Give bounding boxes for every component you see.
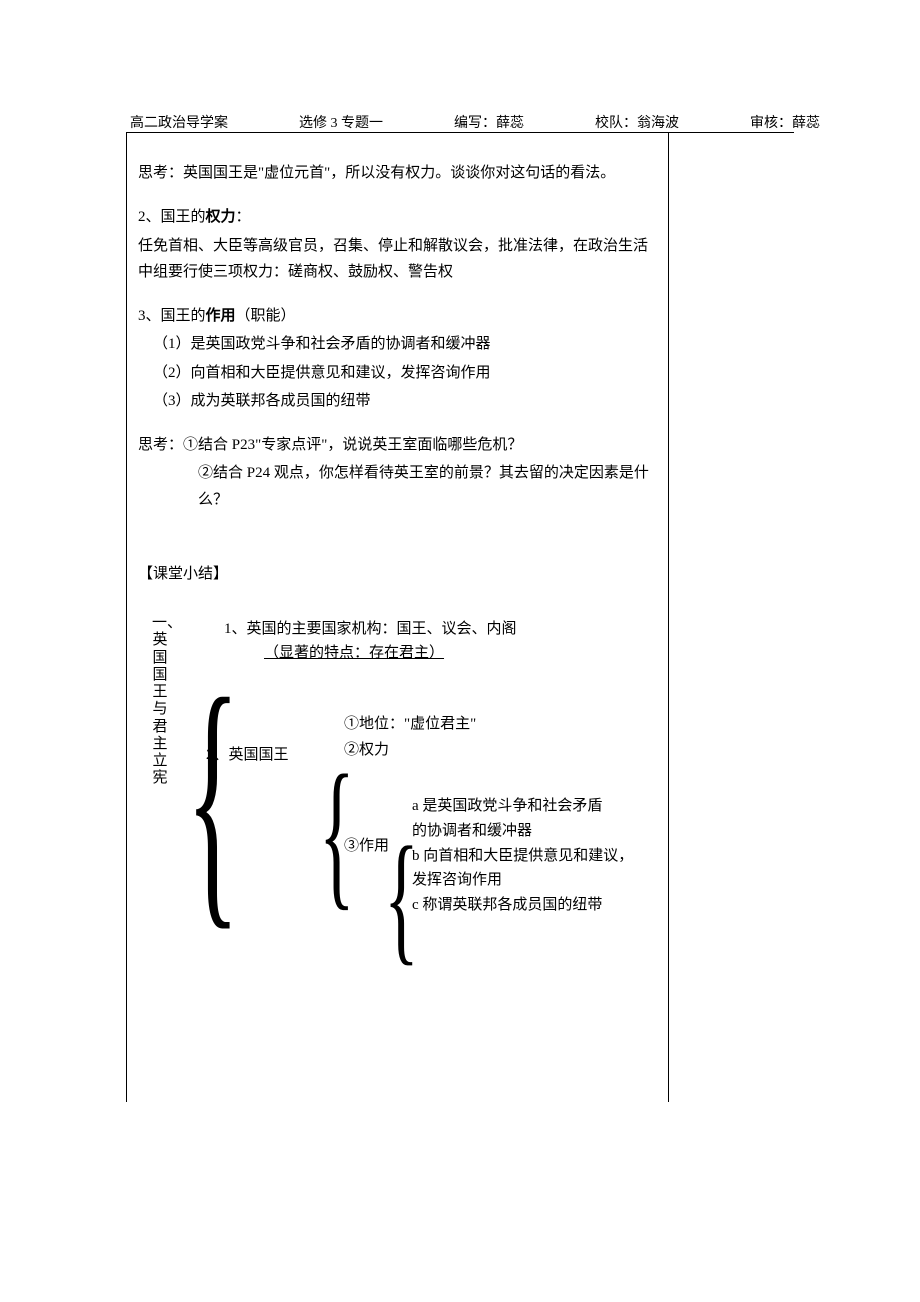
- diagram-abc-c: c 称谓英联邦各成员国的纽带: [412, 893, 633, 918]
- diagram-item1-line2: （显著的特点：存在君主）: [224, 641, 517, 665]
- module-name: 选修 3 专题一: [299, 112, 383, 132]
- reviewer2-name: 审核：薛蕊: [750, 112, 820, 132]
- think-question-2-line2: ②结合 P24 观点，你怎样看待英王室的前景？其去留的决定因素是什么？: [138, 460, 658, 513]
- diagram-item1: 1、英国的主要国家机构：国王、议会、内阁 （显著的特点：存在君主）: [224, 617, 517, 665]
- diagram-item1-line1: 1、英国的主要国家机构：国王、议会、内阁: [224, 617, 517, 641]
- section3-item3: （3）成为英联邦各成员国的纽带: [138, 388, 658, 414]
- author-name: 编写：薛蕊: [454, 112, 524, 132]
- diagram-item2-label: 2、英国国王: [206, 742, 289, 768]
- page-header: 高二政治导学案 选修 3 专题一 编写：薛蕊 校队：翁海波 审核：薛蕊: [130, 112, 820, 132]
- diagram-sub-items: ①地位："虚位君主" ②权力: [344, 712, 476, 763]
- section3-title: 3、国王的作用（职能）: [138, 303, 658, 329]
- diagram-abc-items: a 是英国政党斗争和社会矛盾 的协调者和缓冲器 b 向首相和大臣提供意见和建议，…: [412, 794, 633, 918]
- section3-item1: （1）是英国政党斗争和社会矛盾的协调者和缓冲器: [138, 331, 658, 357]
- diagram-sub2: ②权力: [344, 738, 476, 764]
- diagram-abc-b2: 发挥咨询作用: [412, 868, 633, 893]
- diagram-abc-b1: b 向首相和大臣提供意见和建议，: [412, 844, 633, 869]
- section3-item2: （2）向首相和大臣提供意见和建议，发挥咨询作用: [138, 360, 658, 386]
- think-question-2-line1: 思考：①结合 P23"专家点评"，说说英王室面临哪些危机？: [138, 432, 658, 458]
- reviewer1-name: 校队：翁海波: [595, 112, 679, 132]
- diagram-abc-a1: a 是英国政党斗争和社会矛盾: [412, 794, 633, 819]
- think-question-1: 思考：英国国王是"虚位元首"，所以没有权力。谈谈你对这句话的看法。: [138, 160, 658, 186]
- content-area: 思考：英国国王是"虚位元首"，所以没有权力。谈谈你对这句话的看法。 2、国王的权…: [138, 160, 658, 937]
- summary-diagram: 一、英国国王与君主立宪 { 1、英国的主要国家机构：国王、议会、内阁 （显著的特…: [144, 597, 658, 937]
- right-divider: [668, 132, 669, 1102]
- diagram-sub1: ①地位："虚位君主": [344, 712, 476, 738]
- diagram-root-label: 一、英国国王与君主立宪: [152, 615, 168, 788]
- diagram-sub3-label: ③作用: [344, 833, 389, 859]
- section2-title: 2、国王的权力：: [138, 204, 658, 230]
- diagram-abc-a2: 的协调者和缓冲器: [412, 819, 633, 844]
- section2-text: 任免首相、大臣等高级官员，召集、停止和解散议会，批准法律，在政治生活中组要行使三…: [138, 233, 658, 286]
- course-name: 高二政治导学案: [130, 112, 228, 132]
